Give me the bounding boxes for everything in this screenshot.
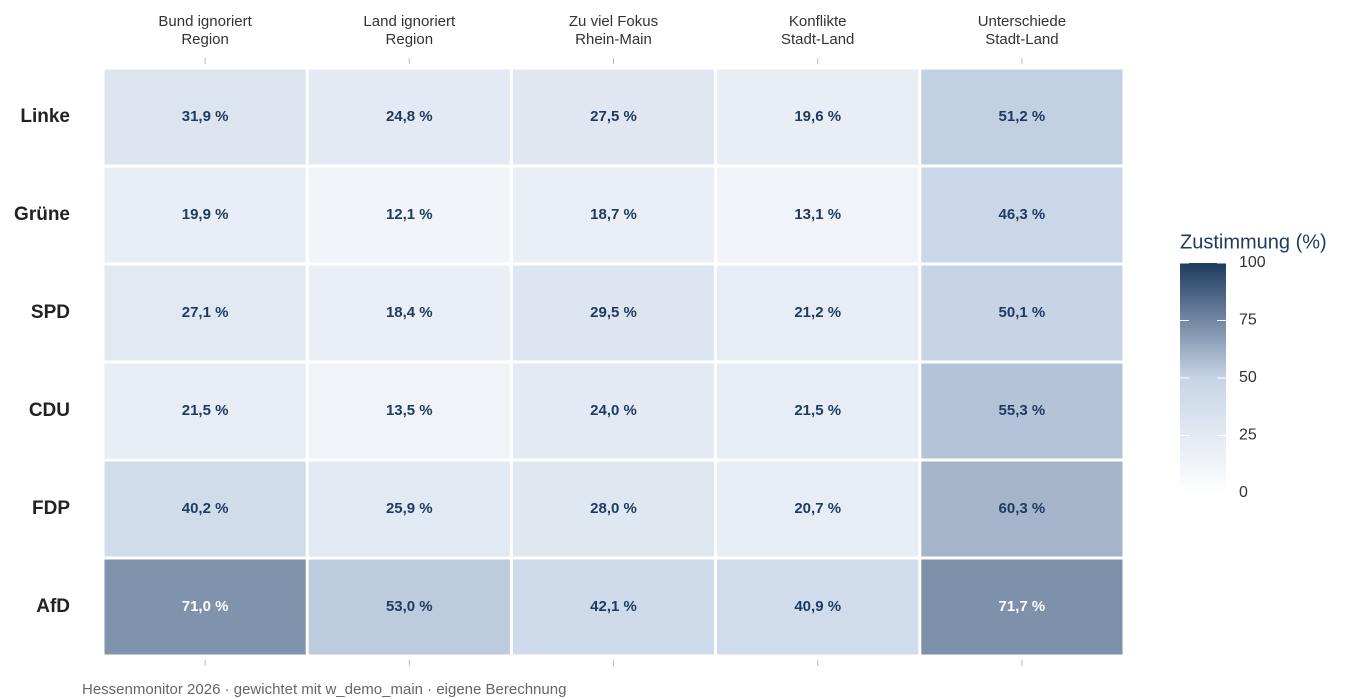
cell-label: 29,5 %: [590, 304, 637, 321]
cell-label: 71,7 %: [999, 598, 1046, 615]
heatmap-cell: [104, 363, 306, 459]
cell-label: 24,0 %: [590, 402, 637, 419]
x-tick-label: Konflikte Stadt-Land: [781, 13, 854, 48]
cell-label: 12,1 %: [386, 206, 433, 223]
heatmap-cell: [921, 461, 1123, 557]
heatmap-cell: [512, 363, 715, 459]
heatmap-cell: [104, 167, 306, 263]
heatmap-cell: [308, 461, 510, 557]
cell-label: 20,7 %: [794, 500, 841, 517]
heatmap-cell: [717, 167, 919, 263]
heatmap-cell: [717, 461, 919, 557]
cell-label: 21,5 %: [794, 402, 841, 419]
heatmap-cell: [921, 265, 1123, 361]
heatmap-cell: [717, 363, 919, 459]
heatmap-cell: [512, 167, 715, 263]
cell-label: 46,3 %: [999, 206, 1046, 223]
y-tick-label: CDU: [29, 400, 70, 421]
y-tick-label: Linke: [20, 106, 70, 127]
x-tick-label: Zu viel Fokus Rhein-Main: [569, 13, 658, 48]
cell-label: 24,8 %: [386, 108, 433, 125]
heatmap-cell: [512, 69, 715, 165]
colorbar-tick-label: 50: [1239, 369, 1257, 386]
colorbar-tick-label: 0: [1239, 484, 1248, 501]
cell-label: 19,9 %: [182, 206, 229, 223]
y-tick-label: SPD: [31, 302, 70, 323]
cell-label: 31,9 %: [182, 108, 229, 125]
heatmap-cell: [308, 265, 510, 361]
caption: Hessenmonitor 2026 · gewichtet mit w_dem…: [82, 681, 566, 698]
x-tick-label: Bund ignoriert Region: [158, 13, 252, 48]
heatmap-cell: [308, 363, 510, 459]
x-tick-label: Unterschiede Stadt-Land: [978, 13, 1066, 48]
heatmap-cell: [308, 69, 510, 165]
colorbar-tick-label: 75: [1239, 312, 1257, 329]
colorbar-tick-label: 25: [1239, 427, 1257, 444]
heatmap-cell: [921, 363, 1123, 459]
legend-title: Zustimmung (%): [1180, 231, 1327, 253]
cell-label: 13,1 %: [794, 206, 841, 223]
cell-label: 51,2 %: [999, 108, 1046, 125]
cell-label: 19,6 %: [794, 108, 841, 125]
cell-label: 27,1 %: [182, 304, 229, 321]
heatmap-cell: [717, 559, 919, 655]
heatmap-cell: [921, 559, 1123, 655]
heatmap-cell: [104, 559, 306, 655]
cell-label: 27,5 %: [590, 108, 637, 125]
cell-label: 40,9 %: [794, 598, 841, 615]
y-tick-label: FDP: [32, 498, 70, 519]
cell-label: 13,5 %: [386, 402, 433, 419]
y-tick-label: AfD: [36, 596, 70, 617]
cell-label: 21,2 %: [794, 304, 841, 321]
heatmap-cell: [308, 559, 510, 655]
cell-label: 18,4 %: [386, 304, 433, 321]
cell-label: 55,3 %: [999, 402, 1046, 419]
heatmap-cell: [921, 69, 1123, 165]
heatmap-cell: [104, 265, 306, 361]
colorbar-tick-label: 100: [1239, 254, 1266, 271]
cell-label: 28,0 %: [590, 500, 637, 517]
heatmap-cell: [104, 461, 306, 557]
heatmap-cell: [717, 69, 919, 165]
heatmap-cell: [104, 69, 306, 165]
heatmap-cell: [512, 265, 715, 361]
cell-label: 60,3 %: [999, 500, 1046, 517]
heatmap-cell: [717, 265, 919, 361]
heatmap-cell: [512, 461, 715, 557]
cell-label: 71,0 %: [182, 598, 229, 615]
heatmap-cell: [512, 559, 715, 655]
cell-label: 42,1 %: [590, 598, 637, 615]
x-tick-label: Land ignoriert Region: [363, 13, 456, 48]
heatmap-cell: [921, 167, 1123, 263]
cell-label: 50,1 %: [999, 304, 1046, 321]
cell-label: 18,7 %: [590, 206, 637, 223]
y-tick-label: Grüne: [14, 204, 70, 225]
cell-label: 40,2 %: [182, 500, 229, 517]
cell-label: 21,5 %: [182, 402, 229, 419]
cell-label: 25,9 %: [386, 500, 433, 517]
cell-label: 53,0 %: [386, 598, 433, 615]
heatmap-cell: [308, 167, 510, 263]
